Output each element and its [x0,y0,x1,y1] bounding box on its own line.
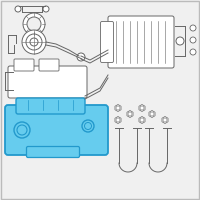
Circle shape [190,37,196,43]
FancyBboxPatch shape [16,98,85,114]
Circle shape [17,125,27,135]
Circle shape [26,34,42,50]
Polygon shape [139,116,145,123]
FancyBboxPatch shape [5,105,108,155]
Circle shape [176,37,184,45]
Circle shape [116,118,120,122]
Polygon shape [115,116,121,123]
FancyBboxPatch shape [26,146,80,158]
Polygon shape [149,110,155,117]
Polygon shape [115,104,121,112]
Circle shape [84,122,92,130]
Circle shape [190,49,196,55]
Polygon shape [139,104,145,112]
Circle shape [116,106,120,110]
Circle shape [140,118,144,122]
Circle shape [77,53,85,61]
Circle shape [43,6,49,12]
FancyBboxPatch shape [108,16,174,68]
Circle shape [23,13,45,35]
FancyBboxPatch shape [8,66,87,98]
FancyBboxPatch shape [39,59,59,71]
Circle shape [190,25,196,31]
Circle shape [14,122,30,138]
FancyBboxPatch shape [101,21,114,62]
FancyBboxPatch shape [14,59,34,71]
Circle shape [15,6,21,12]
Circle shape [150,112,154,116]
Circle shape [163,118,167,122]
Polygon shape [162,116,168,123]
Circle shape [30,38,38,46]
Circle shape [128,112,132,116]
Circle shape [140,106,144,110]
Circle shape [22,30,46,54]
Circle shape [82,120,94,132]
Circle shape [27,17,41,31]
Polygon shape [127,110,133,117]
